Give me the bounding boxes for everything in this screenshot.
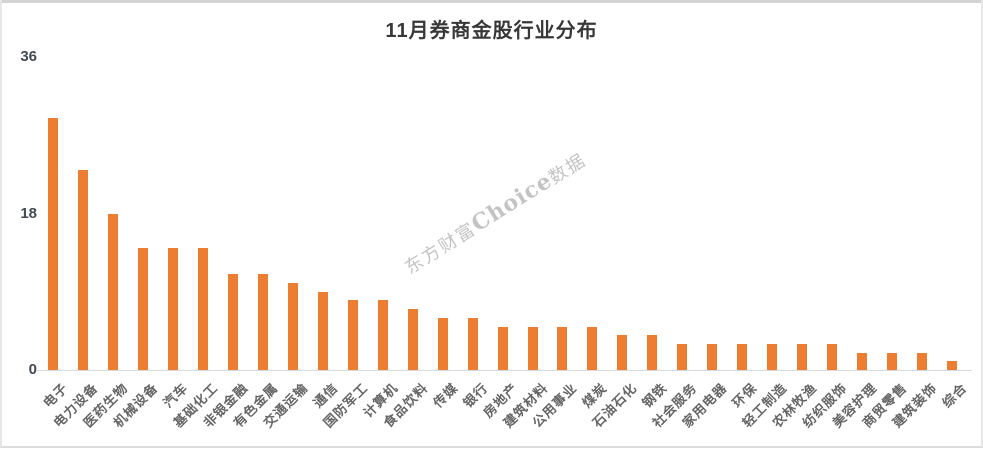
bar: [767, 343, 778, 370]
bar: [947, 361, 958, 370]
bar: [917, 352, 928, 370]
bar: [167, 248, 178, 370]
bar: [647, 335, 658, 370]
bar: [347, 300, 358, 370]
bar: [77, 170, 88, 370]
bar: [227, 274, 238, 370]
page-border-top: [0, 0, 983, 3]
watermark-suffix: 数据: [545, 149, 590, 188]
chart-title: 11月券商金股行业分布: [385, 20, 598, 42]
page-border-right: [981, 0, 983, 447]
y-tick-label: 0: [28, 361, 37, 378]
bar: [197, 248, 208, 370]
bar: [797, 343, 808, 370]
watermark-prefix: 东方财富: [401, 218, 480, 278]
bar: [287, 283, 298, 370]
bar: [48, 117, 58, 370]
bar: [737, 343, 748, 370]
bar: [137, 248, 148, 370]
watermark: 东方财富Choice数据: [361, 122, 629, 303]
bar: [527, 326, 538, 370]
bar: [377, 300, 388, 370]
bar: [437, 317, 448, 370]
bar: [557, 326, 568, 370]
bar: [677, 343, 688, 370]
watermark-brand-choice: Choice: [466, 167, 557, 238]
bar: [317, 291, 328, 370]
bar: [887, 352, 898, 370]
y-tick-label: 36: [20, 48, 37, 65]
page-border-bottom: [0, 446, 983, 448]
bar: [827, 343, 838, 370]
bar: [587, 326, 598, 370]
bar: [707, 343, 718, 370]
bar: [617, 335, 628, 370]
y-tick-label: 18: [20, 204, 37, 222]
bar: [497, 326, 508, 370]
x-axis-line: [37, 370, 972, 371]
page-border-left: [0, 0, 2, 447]
bar: [257, 274, 268, 370]
bar: [107, 213, 118, 370]
bar: [857, 352, 868, 370]
bar: [467, 317, 478, 370]
bar: [407, 309, 418, 370]
